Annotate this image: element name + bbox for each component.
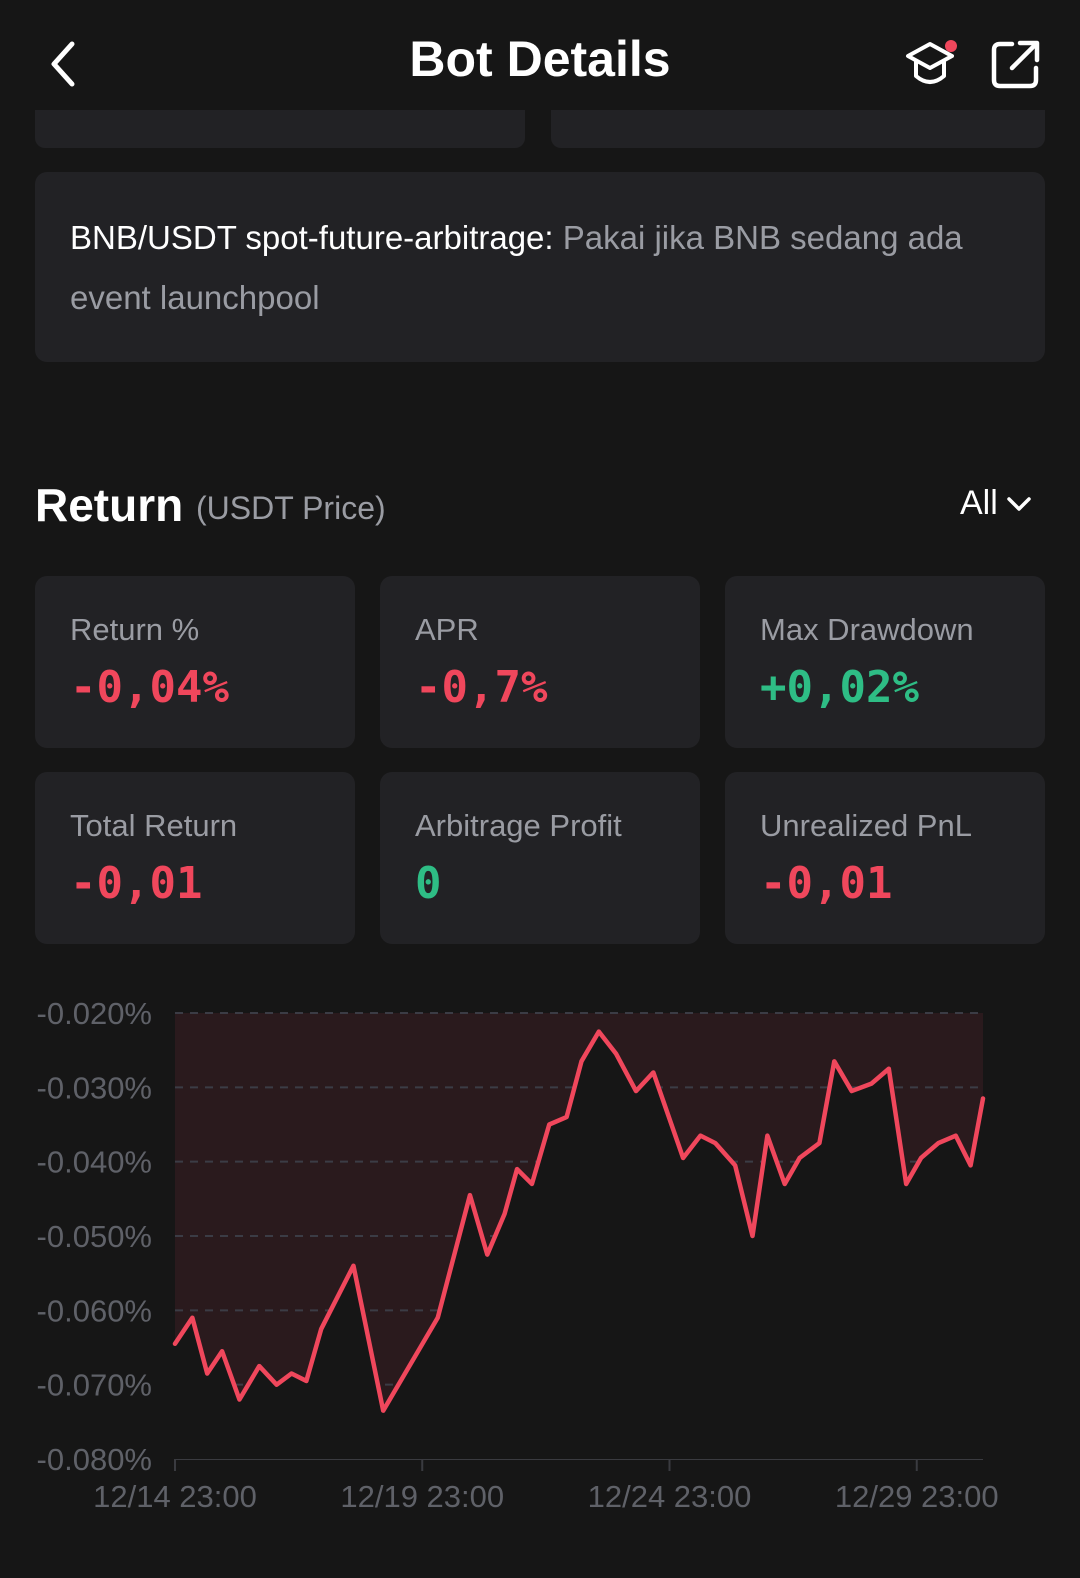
stat-label: Unrealized PnL: [760, 808, 972, 843]
stat-label: Return %: [70, 612, 200, 647]
stat-card-arbitrage-profit: Arbitrage Profit 0: [380, 772, 700, 944]
return-subtitle: (USDT Price): [196, 490, 386, 526]
x-tick-label: 12/29 23:00: [835, 1479, 999, 1514]
chevron-left-icon: [51, 41, 75, 87]
stat-value: -0,01: [760, 858, 893, 909]
y-tick-label: -0.020%: [37, 996, 152, 1031]
stat-value: +0,02%: [760, 662, 919, 713]
y-tick-label: -0.080%: [37, 1442, 152, 1477]
notification-dot: [945, 40, 957, 52]
tutorial-button[interactable]: [904, 36, 960, 92]
y-tick-label: -0.070%: [37, 1368, 152, 1403]
stat-label: Arbitrage Profit: [415, 808, 622, 843]
external-share-icon: [991, 40, 1040, 89]
y-tick-label: -0.040%: [37, 1145, 152, 1180]
page-title: Bot Details: [409, 31, 671, 87]
x-tick-label: 12/14 23:00: [93, 1479, 257, 1514]
chevron-down-icon: [1007, 496, 1031, 511]
stat-card-unrealized-pnl: Unrealized PnL -0,01: [725, 772, 1045, 944]
strategy-note: Pakai jika BNB sedang ada event launchpo…: [70, 219, 963, 316]
stat-value: -0,04%: [70, 662, 229, 713]
y-axis-ticks: -0.020% -0.030% -0.040% -0.050% -0.060% -0.07…: [37, 996, 152, 1477]
range-dropdown[interactable]: All: [960, 484, 1032, 523]
back-button[interactable]: [40, 36, 92, 92]
return-line-chart[interactable]: -0.020% -0.030% -0.040% -0.050% -0.060% -0.07…: [0, 985, 1080, 1545]
stat-value: 0: [415, 858, 442, 909]
series-area-mask: [175, 1031, 983, 1459]
series-points: [174, 1031, 984, 1411]
stat-value: -0,01: [70, 858, 203, 909]
stat-label: Max Drawdown: [760, 612, 974, 647]
stat-card-apr: APR -0,7%: [380, 576, 700, 748]
range-value: All: [960, 484, 998, 522]
x-tick-label: 12/24 23:00: [588, 1479, 752, 1514]
header-bar: Bot Details: [0, 0, 1080, 125]
share-button[interactable]: [990, 38, 1042, 90]
stat-card-return-percent: Return % -0,04%: [35, 576, 355, 748]
y-tick-label: -0.050%: [37, 1219, 152, 1254]
x-tick-label: 12/19 23:00: [340, 1479, 504, 1514]
scrolled-card-left: [35, 110, 525, 148]
stat-value: -0,7%: [415, 662, 548, 713]
return-title: Return: [35, 479, 184, 531]
y-tick-label: -0.060%: [37, 1293, 152, 1328]
stat-label: Total Return: [70, 808, 238, 843]
strategy-description: BNB/USDT spot-future-arbitrage: Pakai ji…: [70, 208, 1020, 328]
stat-card-total-return: Total Return -0,01: [35, 772, 355, 944]
stat-label: APR: [415, 612, 479, 647]
graduation-cap-icon: [906, 42, 954, 84]
strategy-description-card: BNB/USDT spot-future-arbitrage: Pakai ji…: [35, 172, 1045, 362]
x-axis-ticks: 12/14 23:00 12/19 23:00 12/24 23:00 12/29 2…: [93, 1459, 999, 1514]
stat-card-max-drawdown: Max Drawdown +0,02%: [725, 576, 1045, 748]
y-tick-label: -0.030%: [37, 1070, 152, 1105]
scrolled-card-right: [551, 110, 1045, 148]
strategy-name: BNB/USDT spot-future-arbitrage:: [70, 219, 554, 256]
series-line: [172, 1029, 986, 1413]
